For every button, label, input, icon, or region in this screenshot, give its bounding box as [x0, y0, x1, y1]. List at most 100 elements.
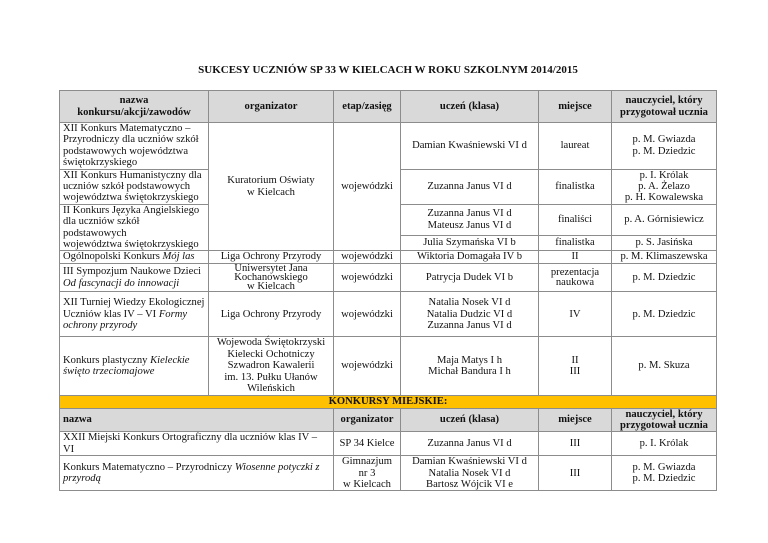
student: Natalia Nosek VI d Natalia Dudzic VI d Zuz…: [400, 291, 539, 338]
text-line: Zuzanna Janus VI d: [427, 438, 512, 450]
text-line: Uniwersytet Jana: [234, 262, 308, 274]
organizer: Wojewoda Świętokrzyski Kielecki Ochotnicz…: [208, 336, 334, 396]
header-teacher-line: nauczyciel, który: [625, 95, 703, 107]
name-italic: Od fascynacji do innowacji: [63, 277, 180, 289]
text-line: Damian Kwaśniewski VI d: [412, 140, 527, 152]
table-row: XII Konkurs Matematyczno – Przyrodniczy d…: [59, 121, 717, 252]
header-name: nazwa konkursu/akcji/zawodów: [59, 90, 209, 123]
student: Wiktoria Domagała IV b: [400, 250, 539, 264]
place: prezentacja naukowa: [538, 262, 612, 293]
text-line: p. M. Dziedzic: [632, 271, 696, 283]
header-row: nazwa konkursu/akcji/zawodów organizator…: [59, 90, 717, 123]
text-line: Patrycja Dudek VI b: [425, 271, 514, 283]
contest-name: XXII Miejski Konkurs Ortograficzny dla u…: [59, 431, 334, 457]
text-line: Bartosz Wójcik VI e: [426, 478, 513, 490]
student: Maja Matys I h Michał Bandura I h: [400, 336, 539, 396]
text-line: Wileńskich: [247, 383, 295, 395]
table-row: II Konkurs Języka Angielskiego dla ucznió…: [59, 203, 717, 252]
text-line: Natalia Dudzic VI d: [426, 308, 513, 320]
text-line: w Kielcach: [247, 186, 295, 198]
header-teacher-line: przygotował ucznia: [620, 106, 708, 118]
teacher: p. M. Dziedzic: [611, 262, 717, 293]
stage: wojewódzki: [333, 291, 401, 338]
text-line: Zuzanna Janus VI d: [427, 208, 512, 220]
contest-name: XII Konkurs Humanistyczny dla uczniów szk…: [59, 168, 209, 205]
table-row: XII Turniej Wiedzy Ekologicznej Uczniów …: [59, 291, 717, 338]
table-row: Konkurs plastyczny Kieleckie święto trze…: [59, 336, 717, 396]
table-row: Konkurs Matematyczno – Przyrodniczy Wios…: [59, 455, 717, 492]
name-italic: Formy ochrony przyrody: [63, 308, 188, 332]
section-row: KONKURSY MIEJSKIE:: [59, 394, 717, 409]
text-line: Natalia Nosek VI d: [428, 297, 511, 309]
teacher: p. M. Gwiazda p. M. Dziedzic: [611, 455, 717, 492]
name-text: XII Turniej Wiedzy Ekologicznej Uczniów …: [63, 297, 205, 320]
text-line: Kielecki Ochotniczy: [227, 348, 315, 360]
text-line: Michał Bandura I h: [428, 366, 511, 377]
text-line: Gimnazjum: [341, 456, 392, 468]
name-text: III Sympozjum Naukowe Dzieci: [63, 266, 201, 278]
name-italic: Mój las: [162, 251, 195, 263]
stage: wojewódzki: [333, 262, 401, 293]
stage: wojewódzki: [333, 250, 401, 264]
text-line: finalistka: [555, 181, 595, 193]
header-place: miejsce: [538, 407, 612, 433]
results-table: nazwa konkursu/akcji/zawodów organizator…: [59, 90, 717, 492]
text-line: województwa świętokrzyskiego: [63, 239, 199, 251]
contest-name: III Sympozjum Naukowe Dzieci Od fascynacj…: [59, 262, 209, 293]
header-place: miejsce: [538, 90, 612, 123]
text-line: II: [571, 354, 579, 366]
text-line: SP 34 Kielce: [339, 438, 395, 450]
text-line: w Kielcach: [247, 281, 295, 293]
teacher: p. M. Skuza: [611, 336, 717, 396]
text-line: Kuratorium Oświaty: [227, 175, 315, 187]
text-line: Szwadron Kawalerii: [227, 360, 315, 372]
place: II: [538, 250, 612, 264]
text-line: p. M. Skuza: [638, 360, 690, 372]
place: IV: [538, 291, 612, 338]
place: finaliści: [538, 203, 612, 236]
text-line: Wojewoda Świętokrzyski: [216, 337, 326, 349]
text-line: województwa świętokrzyskiego: [63, 192, 199, 204]
text-line: II: [571, 251, 579, 263]
name-text: XXII Miejski Konkurs Ortograficzny dla u…: [63, 432, 317, 455]
text-line: Przyrodniczy dla uczniów szkół: [63, 134, 199, 146]
text-line: Natalia Nosek VI d: [428, 467, 511, 479]
header-organizer: organizator: [333, 407, 401, 433]
text-line: Maja Matys I h: [436, 354, 503, 366]
text-line: IV: [569, 308, 581, 320]
text-line: laureat: [560, 140, 590, 152]
teacher: p. M. Klimaszewska: [611, 250, 717, 264]
text-line: Wiktoria Domagała IV b: [417, 251, 522, 263]
contest-name: Konkurs plastyczny Kieleckie święto trze…: [59, 336, 209, 396]
text-line: Liga Ochrony Przyrody: [220, 308, 322, 320]
student: Julia Szymańska VI b: [400, 234, 539, 252]
organizer: SP 34 Kielce: [333, 431, 401, 457]
name-text: Ogólnopolski Konkurs: [63, 251, 163, 263]
header-student: uczeń (klasa): [400, 407, 539, 433]
teacher: p. M. Dziedzic: [611, 291, 717, 338]
name-italic: Wiosenne potyczki z przyrodą: [63, 461, 320, 485]
teacher: p. I. Królak p. A. Żelazo p. H. Kowalewska: [611, 168, 717, 205]
text-line: im. 13. Pułku Ułanów: [224, 371, 318, 383]
text-line: Liga Ochrony Przyrody: [220, 251, 322, 263]
text-line: III: [569, 438, 581, 450]
contest-name: XII Konkurs Matematyczno – Przyrodniczy d…: [59, 122, 209, 170]
table-row: XII Konkurs Humanistyczny dla uczniów szk…: [59, 168, 717, 205]
student: Zuzanna Janus VI d Mateusz Janus VI d: [400, 203, 539, 236]
text-line: p. M. Gwiazda: [632, 461, 696, 473]
text-line: uczniów szkół podstawowych: [63, 181, 191, 193]
contest-name: Ogólnopolski Konkurs Mój las: [59, 250, 209, 264]
text-line: Zuzanna Janus VI d: [427, 181, 512, 193]
student: Damian Kwaśniewski VI d Natalia Nosek VI …: [400, 455, 539, 492]
text-line: p. M. Dziedzic: [632, 145, 696, 157]
student: Patrycja Dudek VI b: [400, 262, 539, 293]
teacher: p. I. Królak: [611, 431, 717, 457]
header-teacher: nauczyciel, który przygotował ucznia: [611, 407, 717, 433]
table-row: III Sympozjum Naukowe Dzieci Od fascynacj…: [59, 262, 717, 293]
teacher: p. A. Górnisiewicz: [611, 203, 717, 236]
place: finalistka: [538, 234, 612, 252]
table-row: Ogólnopolski Konkurs Mój las Liga Ochron…: [59, 250, 717, 264]
organizer: Kuratorium Oświaty w Kielcach: [208, 121, 334, 252]
place: III: [538, 455, 612, 492]
